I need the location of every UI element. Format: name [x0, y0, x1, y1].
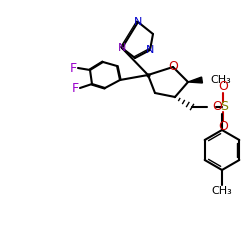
Text: S: S: [220, 100, 228, 114]
Text: O: O: [168, 60, 178, 74]
Text: CH₃: CH₃: [212, 186, 233, 196]
Text: N: N: [146, 45, 154, 55]
Text: O: O: [212, 100, 222, 112]
Text: CH₃: CH₃: [210, 75, 231, 85]
Text: N: N: [134, 17, 142, 27]
Text: F: F: [72, 82, 78, 94]
Text: O: O: [218, 80, 228, 94]
Text: F: F: [70, 62, 76, 74]
Polygon shape: [188, 77, 202, 83]
Text: N: N: [118, 43, 126, 53]
Text: O: O: [218, 120, 228, 134]
